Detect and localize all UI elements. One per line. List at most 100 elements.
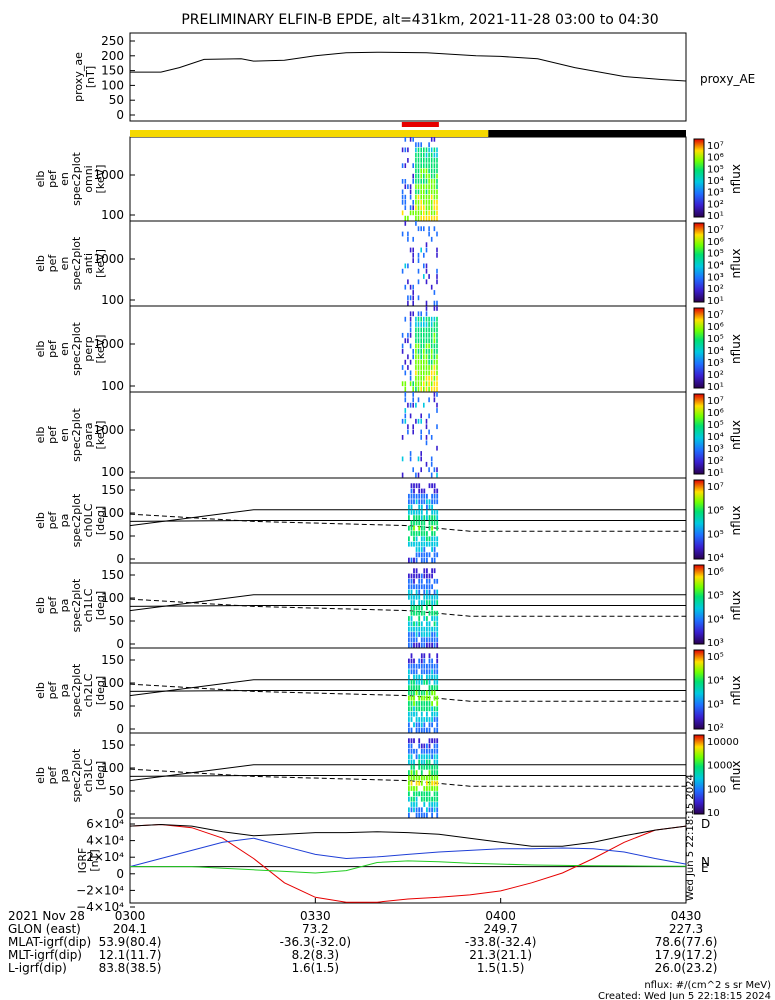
pa-cell-ch2-4-3 xyxy=(418,663,421,669)
cbtick-ch2-0: 10⁵ xyxy=(707,652,724,663)
spec-cell-omni-6-13 xyxy=(417,205,420,210)
pa-cell-ch0-9-8 xyxy=(431,520,433,526)
pa-cell-ch1-11-11 xyxy=(436,621,439,627)
ytick-grf-5: −4×10⁴ xyxy=(76,900,124,914)
pa-cell-ch1-6-4 xyxy=(423,584,426,590)
pa-cell-ch1-1-4 xyxy=(410,584,413,590)
pa-cell-ch1-11-13 xyxy=(436,632,439,637)
spec-cell-para-7-8 xyxy=(420,435,422,440)
cbtick-omni-2: 10⁵ xyxy=(707,164,724,175)
pa-cell-ch3-11-4 xyxy=(436,754,439,760)
pa-cell-ch1-0-11 xyxy=(408,621,410,627)
spec-cell-perp-5-3 xyxy=(415,322,417,327)
cbtick-omni-1: 10⁶ xyxy=(707,153,724,164)
spec-cell-omni-10-8 xyxy=(428,179,430,184)
pa-cell-ch2-4-5 xyxy=(418,674,421,680)
ytick-para-0: 1000 xyxy=(93,423,124,437)
spec-cell-anti-13-9 xyxy=(436,268,438,274)
ytick-anti-1: 100 xyxy=(101,293,124,307)
pa-spectrogram-ch2 xyxy=(408,653,439,733)
cbtick-ch0-2: 10⁵ xyxy=(707,529,724,540)
pa-cell-ch1-1-10 xyxy=(410,616,413,621)
spec-cell-perp-8-7 xyxy=(423,343,425,349)
pa-cell-ch2-5-15 xyxy=(420,727,423,733)
pa-cell-ch1-6-15 xyxy=(423,642,426,648)
ylabel-ch1-2: pa xyxy=(58,599,71,613)
pa-cell-ch1-3-13 xyxy=(415,632,418,637)
spec-cell-para-3-11 xyxy=(409,451,412,456)
pa-cell-ch2-5-9 xyxy=(420,695,423,701)
spec-cell-perp-7-9 xyxy=(420,354,422,360)
pa-cell-ch2-11-10 xyxy=(436,701,439,706)
spec-cell-anti-2-8 xyxy=(407,263,409,269)
cbtick-anti-4: 10³ xyxy=(707,272,724,283)
pa-cell-ch0-4-14 xyxy=(418,552,421,558)
spec-cell-para-13-10 xyxy=(436,445,438,451)
ylabel-omni-0: elb xyxy=(34,171,47,188)
cbtick-para-1: 10⁶ xyxy=(707,408,724,419)
pa-cell-ch2-11-14 xyxy=(436,722,439,728)
cbtick-ch3-3: 10 xyxy=(707,808,720,819)
spec-cell-perp-4-9 xyxy=(412,354,414,360)
pa-cell-ch3-3-4 xyxy=(415,754,418,760)
pa-cell-ch3-3-9 xyxy=(415,780,418,786)
pa-cell-ch2-0-11 xyxy=(408,706,410,712)
spec-cell-para-13-0 xyxy=(436,392,438,397)
pa-cell-ch0-6-13 xyxy=(423,547,426,552)
spec-cell-perp-8-6 xyxy=(423,338,425,344)
spec-cell-para-0-8 xyxy=(401,435,404,440)
spec-cell-perp-10-10 xyxy=(428,359,430,365)
ytick-ae-0: 250 xyxy=(101,34,124,48)
ylabel-anti-4: anti xyxy=(82,253,95,274)
spec-cell-omni-7-8 xyxy=(420,179,422,184)
pa-cell-ch2-7-11 xyxy=(426,706,428,712)
spec-cell-omni-12-8 xyxy=(433,179,436,184)
spec-cell-perp-5-9 xyxy=(415,354,417,360)
panel-frames xyxy=(129,32,705,908)
spec-cell-perp-13-3 xyxy=(436,322,438,327)
pa-cell-ch0-11-14 xyxy=(436,552,439,558)
spec-cell-perp-5-8 xyxy=(415,349,417,354)
pa-cell-ch2-2-14 xyxy=(413,722,415,728)
pa-cell-ch3-4-8 xyxy=(418,775,421,781)
pa-cell-ch0-6-4 xyxy=(423,499,426,505)
footer-value-0-3: 83.8(38.5) xyxy=(99,961,162,975)
colorbar-ch1 xyxy=(693,564,705,645)
pa-cell-ch1-4-10 xyxy=(418,616,421,621)
spec-cell-omni-10-5 xyxy=(428,163,430,168)
spec-cell-anti-5-0 xyxy=(415,221,417,226)
pa-cell-ch1-6-2 xyxy=(423,573,426,579)
spec-cell-perp-10-5 xyxy=(428,332,430,338)
spec-cell-perp-1-15 xyxy=(404,386,407,392)
pa-cell-ch3-10-7 xyxy=(433,770,436,775)
spec-cell-perp-9-8 xyxy=(425,349,428,354)
pa-cell-ch3-11-2 xyxy=(436,743,439,749)
pa-cell-ch3-11-10 xyxy=(436,786,439,791)
cbtick-para-0: 10⁷ xyxy=(707,396,724,407)
spec-cell-perp-4-15 xyxy=(412,386,414,392)
spec-cell-omni-11-15 xyxy=(430,215,433,221)
ylabel-ch1-0: elb xyxy=(34,597,47,614)
pa-cell-ch3-1-10 xyxy=(410,786,413,791)
pa-cell-ch0-4-10 xyxy=(418,531,421,536)
spec-cell-perp-12-7 xyxy=(433,343,436,349)
pa-cell-ch2-0-3 xyxy=(408,663,410,669)
pa-cell-ch2-7-4 xyxy=(426,669,428,675)
pa-cell-ch0-5-5 xyxy=(420,504,423,510)
spec-cell-omni-2-9 xyxy=(407,184,409,189)
footer-value-1-3: 1.6(1.5) xyxy=(292,961,340,975)
pa-cell-ch3-2-11 xyxy=(413,791,415,797)
pa-cell-ch1-9-2 xyxy=(431,573,433,579)
cbtick-ch3-1: 1000 xyxy=(707,761,732,772)
spec-cell-perp-0-7 xyxy=(401,343,404,349)
pa-cell-ch3-7-4 xyxy=(426,754,428,760)
spec-cell-perp-13-8 xyxy=(436,349,438,354)
pa-cell-ch2-0-9 xyxy=(408,695,410,701)
pa-cell-ch2-11-11 xyxy=(436,706,439,712)
pa-cell-ch1-0-3 xyxy=(408,578,410,584)
pa-cell-ch3-2-3 xyxy=(413,748,415,754)
ytick-omni-0: 1000 xyxy=(93,168,124,182)
spec-cell-omni-1-13 xyxy=(404,205,407,210)
spec-cell-perp-7-10 xyxy=(420,359,422,365)
spec-cell-perp-13-9 xyxy=(436,354,438,360)
